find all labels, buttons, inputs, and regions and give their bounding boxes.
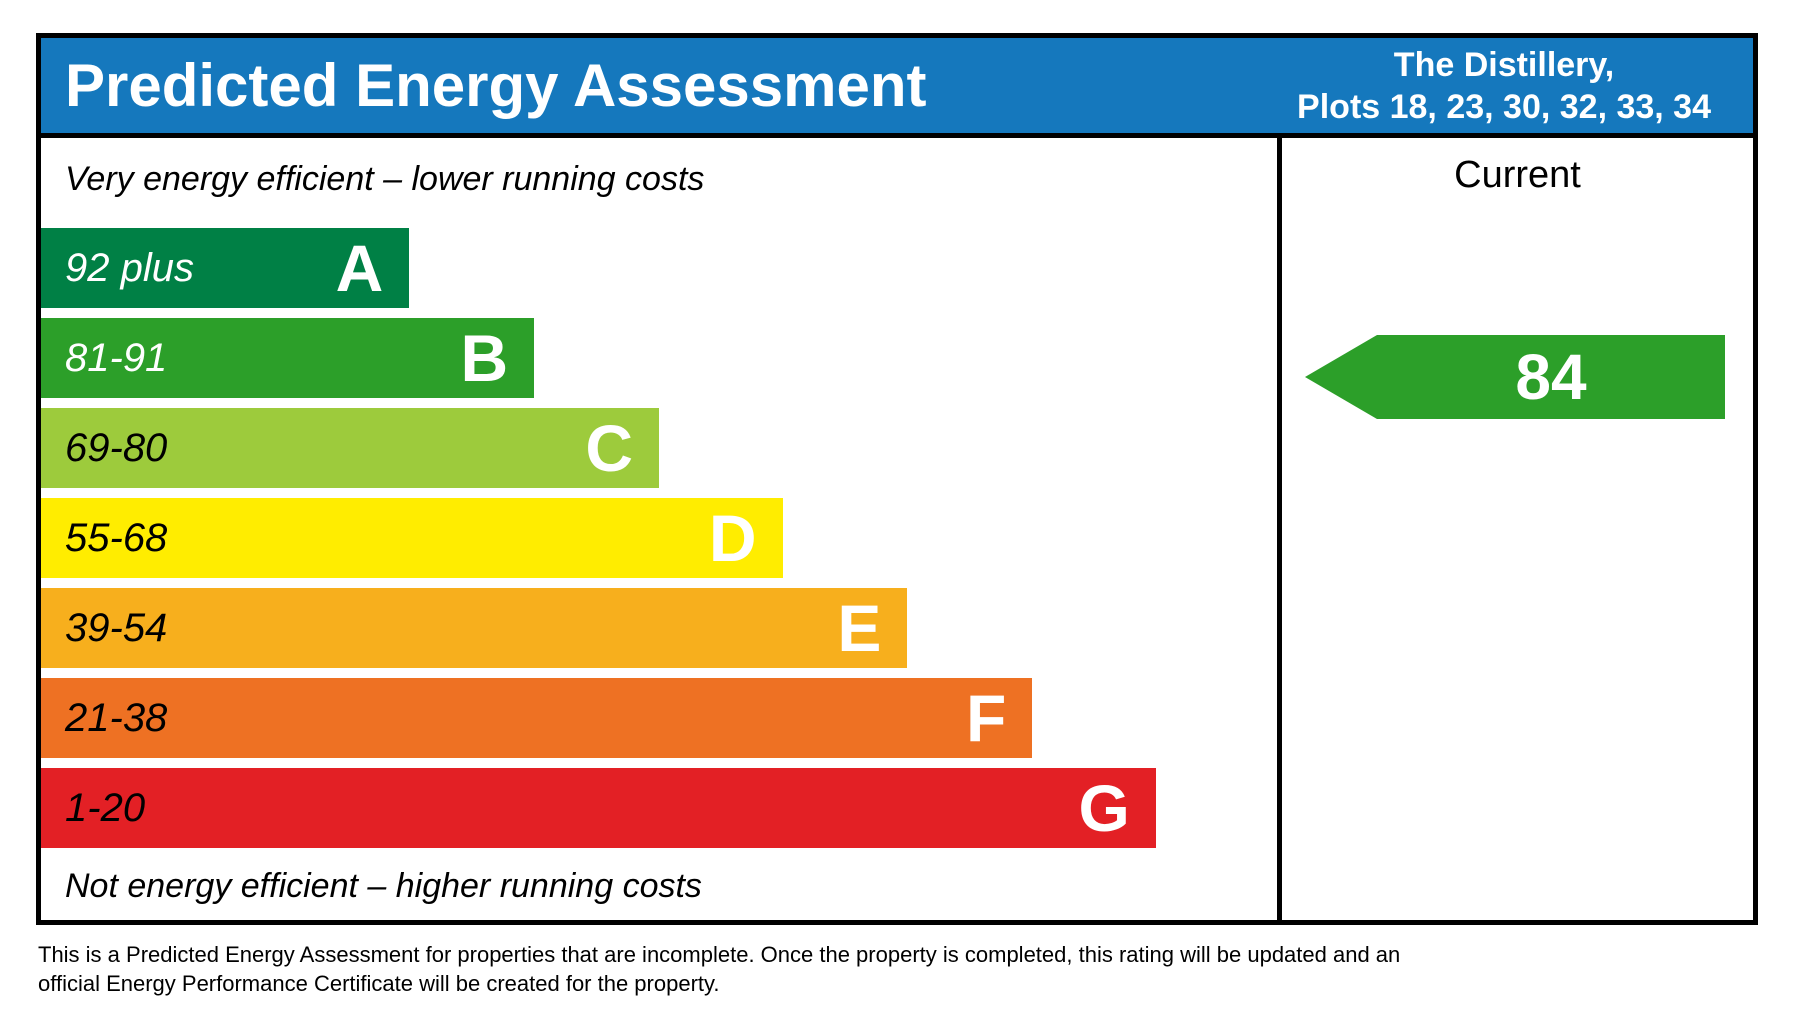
energy-bands-panel: Very energy efficient – lower running co… — [41, 138, 1277, 920]
band-F: 21-38 F — [41, 678, 1033, 758]
band-letter: E — [837, 591, 882, 665]
band-range-label: 1-20 — [65, 785, 146, 830]
top-caption: Very energy efficient – lower running co… — [65, 160, 705, 198]
band-range-label: 55-68 — [65, 515, 168, 560]
band-letter: G — [1078, 771, 1130, 845]
epc-certificate: Predicted Energy Assessment The Distille… — [36, 33, 1758, 925]
band-range-label: 92 plus — [65, 245, 194, 290]
bands-list: 92 plus A 81-91 B 69-80 C 55-68 D 39-54 E 21-38 F 1-… — [41, 228, 1277, 858]
footnote-line-2: official Energy Performance Certificate … — [38, 971, 720, 996]
current-rating-panel: Current 84 — [1277, 138, 1753, 920]
property-address-line-1: The Distillery, — [1393, 45, 1615, 84]
page-title: Predicted Energy Assessment — [65, 52, 927, 119]
current-rating-arrow: 84 — [1305, 335, 1725, 419]
property-address: The Distillery, Plots 18, 23, 30, 32, 33… — [1297, 44, 1753, 128]
band-A: 92 plus A — [41, 228, 410, 308]
footnote-line-1: This is a Predicted Energy Assessment fo… — [38, 942, 1401, 967]
property-address-line-2: Plots 18, 23, 30, 32, 33, 34 — [1297, 87, 1711, 126]
band-letter: D — [708, 501, 757, 575]
band-range-label: 21-38 — [65, 695, 168, 740]
footnote: This is a Predicted Energy Assessment fo… — [38, 940, 1400, 998]
band-C: 69-80 C — [41, 408, 659, 488]
certificate-body: Very energy efficient – lower running co… — [41, 138, 1753, 920]
band-letter: F — [965, 681, 1007, 755]
band-range-label: 81-91 — [65, 335, 168, 380]
band-letter: A — [335, 231, 384, 305]
current-column-header: Current — [1454, 154, 1581, 196]
band-G: 1-20 G — [41, 768, 1156, 848]
certificate-header: Predicted Energy Assessment The Distille… — [41, 38, 1753, 138]
current-rating-value: 84 — [1515, 341, 1587, 413]
bottom-caption: Not energy efficient – higher running co… — [65, 867, 702, 905]
band-range-label: 39-54 — [65, 605, 168, 650]
band-E: 39-54 E — [41, 588, 908, 668]
band-D: 55-68 D — [41, 498, 783, 578]
band-B: 81-91 B — [41, 318, 535, 398]
band-letter: B — [460, 321, 509, 395]
band-range-label: 69-80 — [65, 425, 168, 470]
band-letter: C — [585, 411, 633, 485]
